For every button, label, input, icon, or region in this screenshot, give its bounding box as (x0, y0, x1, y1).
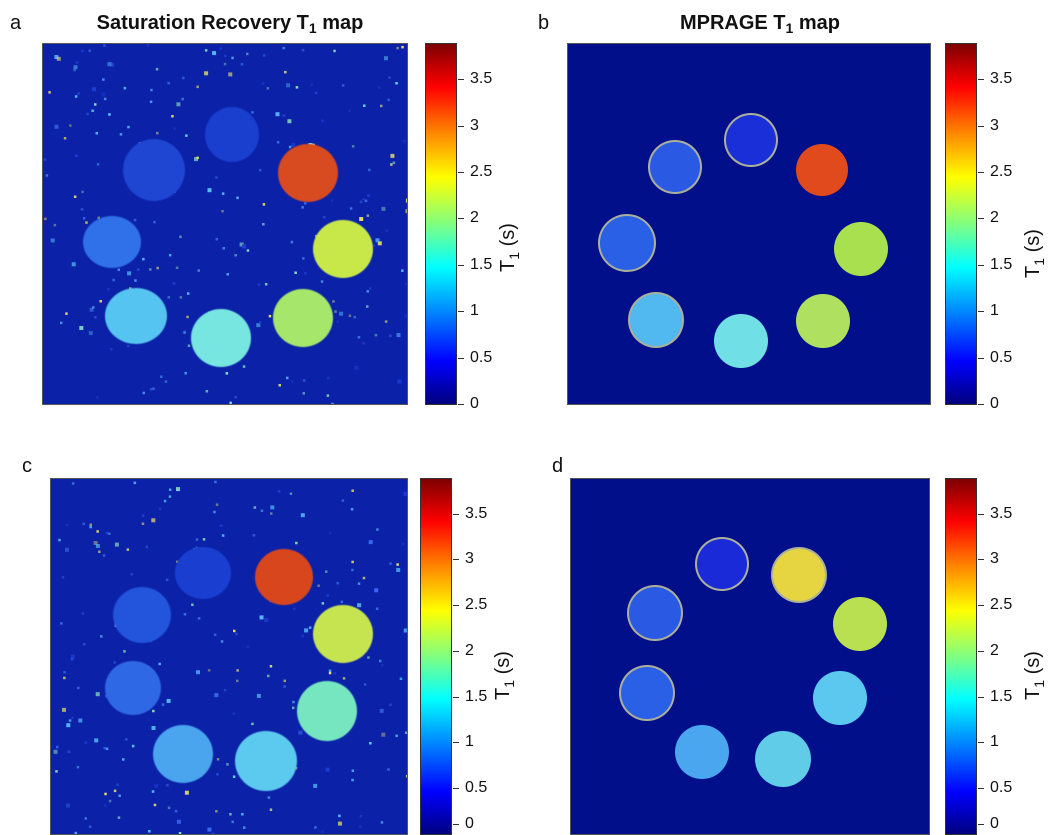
colorbar-tick-label: 1.5 (977, 255, 1013, 273)
panel-a-colorbar-label: T1 (s) (497, 223, 522, 272)
colorbar-tick-label: 0 (978, 815, 999, 832)
vial (255, 549, 313, 605)
colorbar-tick-label: 2.5 (977, 162, 1013, 180)
colorbar-tick-label: 2 (453, 641, 474, 659)
colorbar-tick-label: 2 (978, 209, 999, 227)
colorbar-tick-label: 1 (453, 733, 474, 751)
vial (105, 288, 167, 344)
colorbar-tick-label: 3 (458, 116, 479, 134)
panel-d-t1-map (570, 478, 930, 835)
panel-a-title: Saturation Recovery T1 map (96, 12, 364, 36)
vial (313, 220, 373, 278)
vial (205, 107, 259, 162)
vial (755, 731, 811, 787)
colorbar-tick-label: 0.5 (452, 779, 488, 797)
vial (153, 725, 213, 783)
vial (650, 142, 700, 192)
vial (83, 216, 141, 268)
colorbar-tick-label: 0.5 (977, 348, 1013, 366)
vial (600, 216, 654, 270)
colorbar-tick-label: 0 (458, 395, 479, 412)
vial (675, 725, 729, 779)
vial (191, 309, 251, 367)
vial (278, 144, 338, 202)
panel-c-colorbar-label: T1 (s) (492, 651, 517, 700)
vial (813, 671, 867, 725)
colorbar-tick-label: 0 (453, 815, 474, 832)
colorbar-tick-label: 2 (978, 641, 999, 659)
vial (235, 731, 297, 791)
colorbar-tick-label: 3 (978, 116, 999, 134)
panel-c-t1-map (50, 478, 408, 835)
colorbar-tick-label: 2.5 (457, 162, 493, 180)
panel-letter-b: b (538, 12, 550, 34)
vial (123, 139, 185, 201)
colorbar-tick-label: 1 (458, 302, 479, 320)
colorbar-tick-label: 3.5 (977, 70, 1013, 88)
panel-b-colorbar (945, 43, 977, 405)
vial (773, 549, 825, 601)
panel-d-colorbar-label: T1 (s) (1022, 651, 1047, 700)
vial (726, 115, 776, 165)
panel-d-colorbar (945, 478, 977, 835)
vial (113, 587, 171, 643)
colorbar-tick-label: 1 (978, 302, 999, 320)
vial (629, 587, 681, 639)
colorbar-tick-label: 3.5 (977, 504, 1013, 522)
vial (697, 539, 747, 589)
colorbar-tick-label: 3 (978, 550, 999, 568)
colorbar-tick-label: 2.5 (452, 596, 488, 614)
panel-c-colorbar (420, 478, 452, 835)
panel-a-colorbar (425, 43, 457, 405)
vial (105, 661, 161, 715)
colorbar-tick-label: 1 (978, 733, 999, 751)
panel-letter-d: d (552, 455, 564, 477)
vial (621, 667, 673, 719)
colorbar-tick-label: 1.5 (457, 255, 493, 273)
colorbar-tick-label: 0 (978, 395, 999, 412)
panel-letter-a: a (10, 12, 22, 34)
colorbar-tick-label: 1.5 (977, 687, 1013, 705)
colorbar-tick-label: 0.5 (457, 348, 493, 366)
vial (175, 547, 231, 599)
colorbar-tick-label: 2.5 (977, 596, 1013, 614)
vial (796, 294, 850, 348)
colorbar-tick-label: 1.5 (452, 687, 488, 705)
panel-a-t1-map (42, 43, 408, 405)
panel-b-colorbar-label: T1 (s) (1022, 229, 1047, 278)
vial (796, 144, 848, 196)
colorbar-tick-label: 3 (453, 550, 474, 568)
colorbar-tick-label: 3.5 (452, 504, 488, 522)
colorbar-tick-label: 3.5 (457, 70, 493, 88)
vial (833, 597, 887, 651)
colorbar-tick-label: 2 (458, 209, 479, 227)
panel-letter-c: c (22, 455, 32, 477)
panel-b-title: MPRAGE T1 map (679, 12, 841, 36)
colorbar-tick-label: 0.5 (977, 779, 1013, 797)
vial (834, 222, 888, 276)
vial (273, 289, 333, 347)
vial (313, 605, 373, 663)
vial (297, 681, 357, 741)
panel-b-t1-map (567, 43, 931, 405)
vial (714, 314, 768, 368)
vial (630, 294, 682, 346)
